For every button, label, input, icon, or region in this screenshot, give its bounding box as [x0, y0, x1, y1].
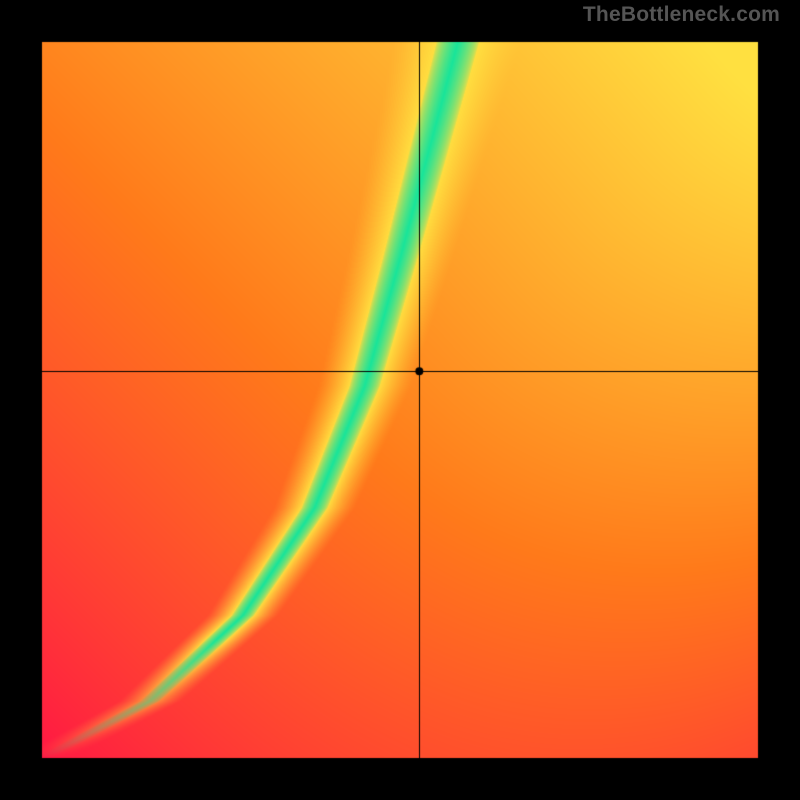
heatmap-canvas [0, 0, 800, 800]
watermark-text: TheBottleneck.com [583, 3, 780, 27]
chart-stage: TheBottleneck.com [0, 0, 800, 800]
